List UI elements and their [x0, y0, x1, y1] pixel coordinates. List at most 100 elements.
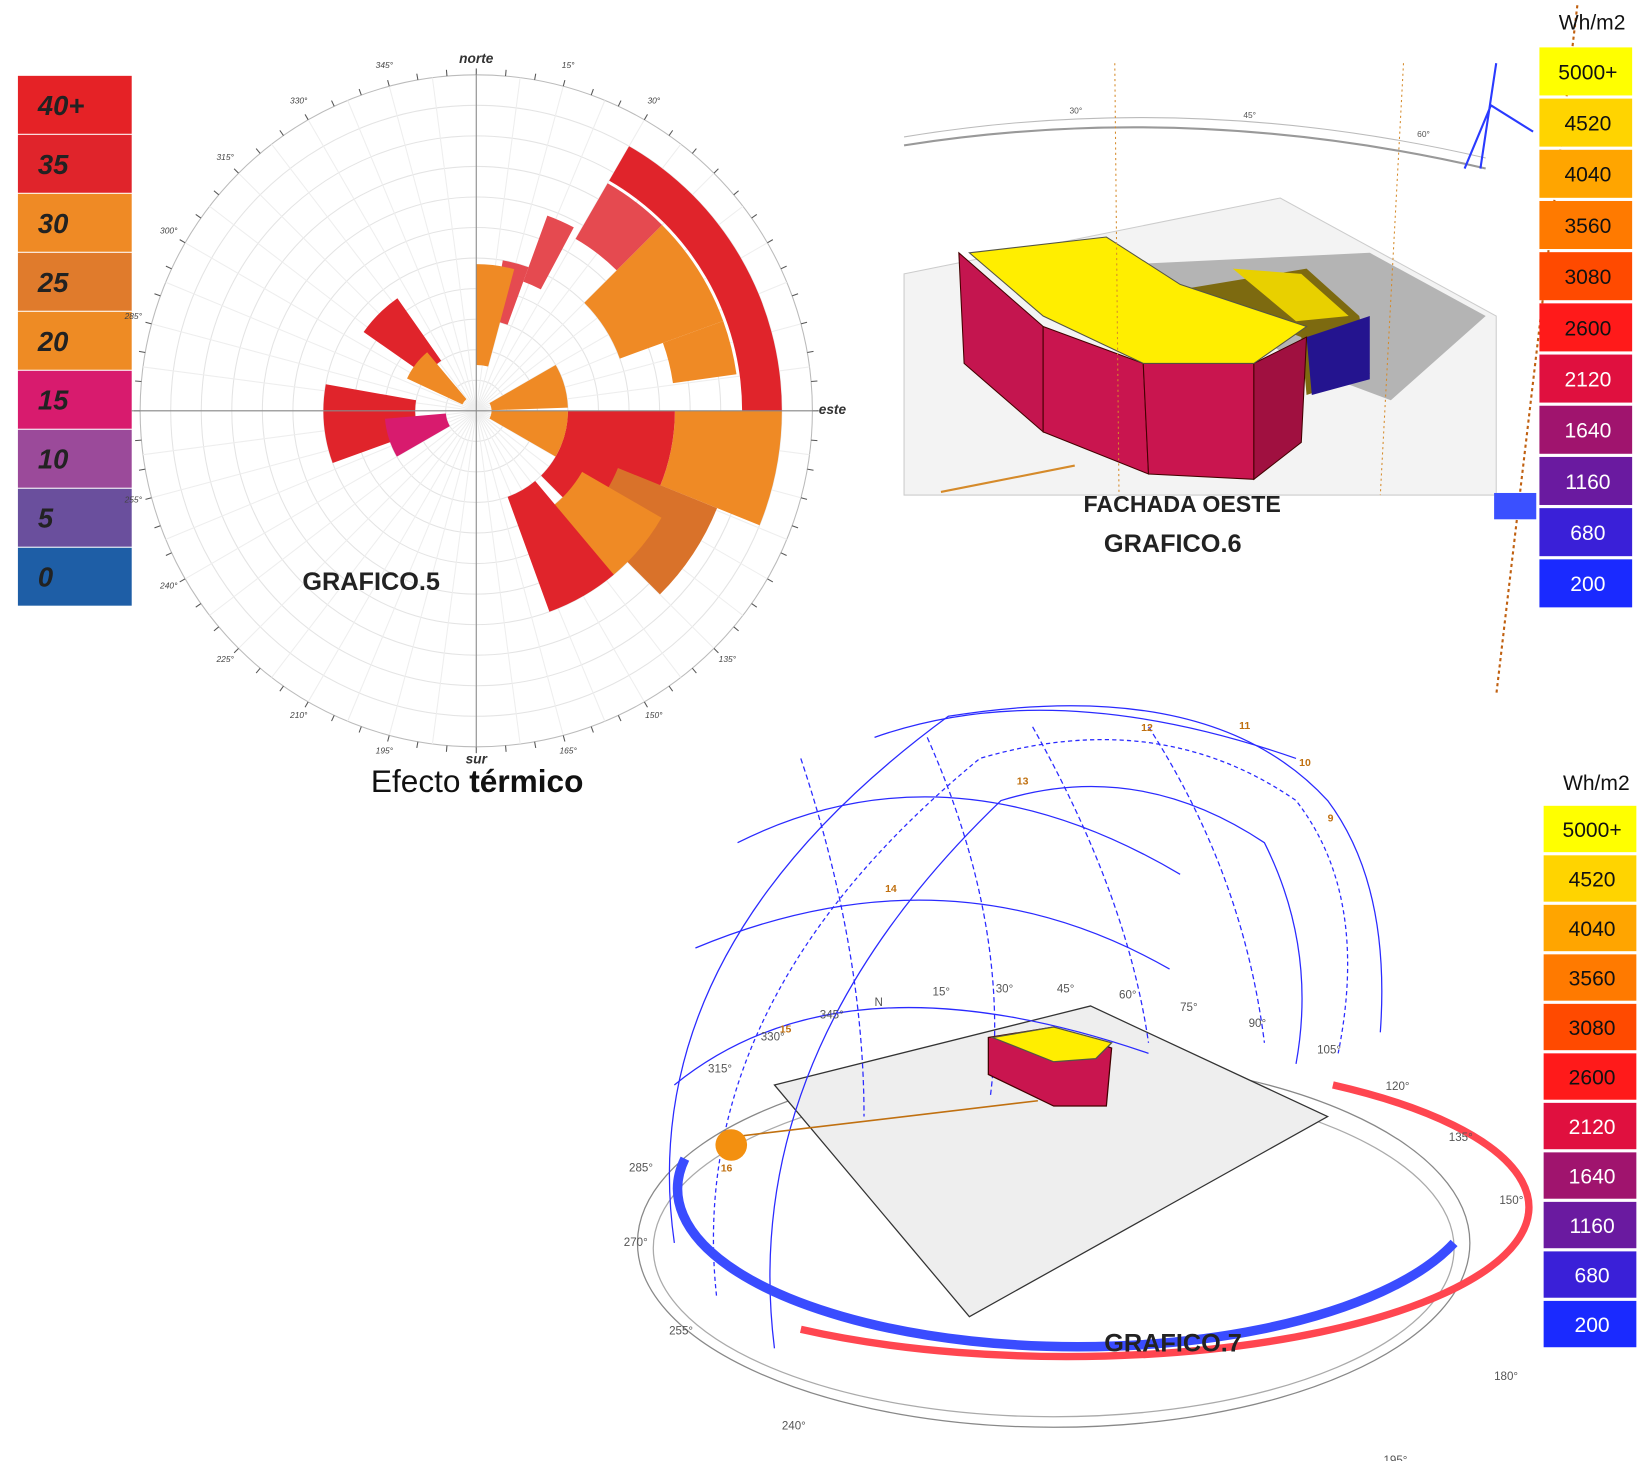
rose-wedge [660, 410, 782, 526]
dome-angle: 120° [1386, 1081, 1410, 1093]
tick [643, 114, 648, 121]
dome-angle: 195° [1383, 1455, 1407, 1461]
rose-wedge [323, 384, 419, 464]
legend-label: 10 [38, 444, 68, 475]
dome-angle: 345° [820, 1010, 844, 1022]
tick [416, 741, 419, 749]
legend-swatch [1539, 47, 1633, 96]
legend-swatch [1543, 1251, 1637, 1298]
angle-label: 45° [1243, 110, 1256, 120]
dome-angle: N [875, 997, 883, 1009]
tick [331, 715, 335, 722]
dome-angle: 180° [1494, 1371, 1518, 1383]
tick [534, 73, 537, 80]
legend-swatch [17, 547, 132, 606]
tick [255, 148, 261, 154]
spoke [431, 77, 477, 411]
tick [165, 265, 172, 270]
tick [791, 293, 799, 297]
legend-swatch [17, 488, 132, 547]
legend-label: 680 [1570, 522, 1605, 545]
spoke [209, 410, 477, 616]
tick [617, 715, 622, 722]
legend-swatch [1543, 855, 1637, 902]
dome-angle: 285° [629, 1162, 653, 1174]
legend-swatch [1539, 303, 1633, 352]
dome-angle: 105° [1317, 1044, 1341, 1056]
rose-wedge [384, 413, 450, 457]
legend-label: 200 [1575, 1314, 1610, 1337]
tick [387, 79, 390, 87]
legend-swatch [1539, 252, 1633, 301]
hour-label: 16 [721, 1162, 733, 1174]
legend-label: 680 [1575, 1264, 1610, 1287]
spoke [431, 410, 477, 745]
spoke [388, 410, 477, 736]
legend-swatch [1543, 805, 1637, 853]
angle-label: 30° [1069, 106, 1082, 116]
spoke [238, 410, 477, 649]
tick [135, 439, 142, 442]
legend-swatch [17, 429, 132, 488]
rose-wedge [507, 481, 614, 612]
tick [279, 685, 284, 692]
angle-label: 135° [719, 654, 737, 664]
spoke [151, 323, 477, 412]
tick [713, 168, 719, 174]
dome-angle: 135° [1449, 1132, 1473, 1144]
spoke [142, 366, 477, 412]
hour-label: 11 [1239, 720, 1250, 732]
legend-swatch [1543, 1300, 1637, 1348]
dome-angle: 270° [624, 1237, 648, 1249]
tick [617, 100, 622, 107]
tick [505, 745, 507, 752]
dome-angle: 255° [669, 1326, 693, 1338]
tick [751, 603, 758, 608]
tick [179, 239, 186, 244]
tick [807, 350, 814, 353]
legend-label: 1160 [1565, 471, 1610, 494]
spoke [184, 410, 477, 580]
effect-text: Efecto [371, 763, 461, 799]
tick [811, 439, 818, 442]
legend-swatch [17, 134, 132, 193]
hour-label: 15 [780, 1023, 792, 1035]
hour-label: 12 [1141, 722, 1153, 734]
compass-east: este [819, 402, 847, 417]
tick [767, 578, 774, 583]
tick [416, 73, 419, 80]
legend-label: 200 [1570, 573, 1605, 596]
dome-angle: 45° [1057, 983, 1075, 995]
hour-label: 13 [1017, 776, 1029, 788]
legend-label: 35 [38, 149, 69, 180]
legend-label: 3560 [1569, 967, 1616, 990]
spoke [475, 86, 564, 411]
rose-wedge [363, 298, 442, 376]
legend-label: 25 [37, 267, 69, 298]
tick [255, 667, 261, 674]
legend-label: 15 [38, 385, 69, 416]
angle-label: 195° [376, 746, 394, 756]
rose-wedge [523, 215, 574, 290]
tick [811, 380, 818, 383]
dome-angle: 330° [761, 1032, 785, 1044]
tick [807, 468, 814, 471]
legend-label: 0 [38, 562, 53, 593]
legend-label: 4520 [1569, 868, 1616, 891]
tick [233, 648, 239, 654]
spoke [347, 100, 477, 412]
tick [138, 468, 146, 471]
legend-label: 3080 [1569, 1017, 1616, 1040]
legend-label: 30 [38, 208, 68, 239]
tick [154, 293, 161, 297]
legend-label: 1640 [1569, 1165, 1616, 1188]
legend-label: 3080 [1564, 266, 1611, 289]
angle-label: 300° [160, 225, 178, 235]
dome-angle: 75° [1180, 1002, 1198, 1014]
tick [195, 603, 202, 608]
tick [195, 214, 202, 219]
legend-swatch [17, 311, 132, 370]
tick [791, 525, 799, 529]
tick [733, 190, 739, 196]
legend-swatch [1539, 456, 1633, 505]
